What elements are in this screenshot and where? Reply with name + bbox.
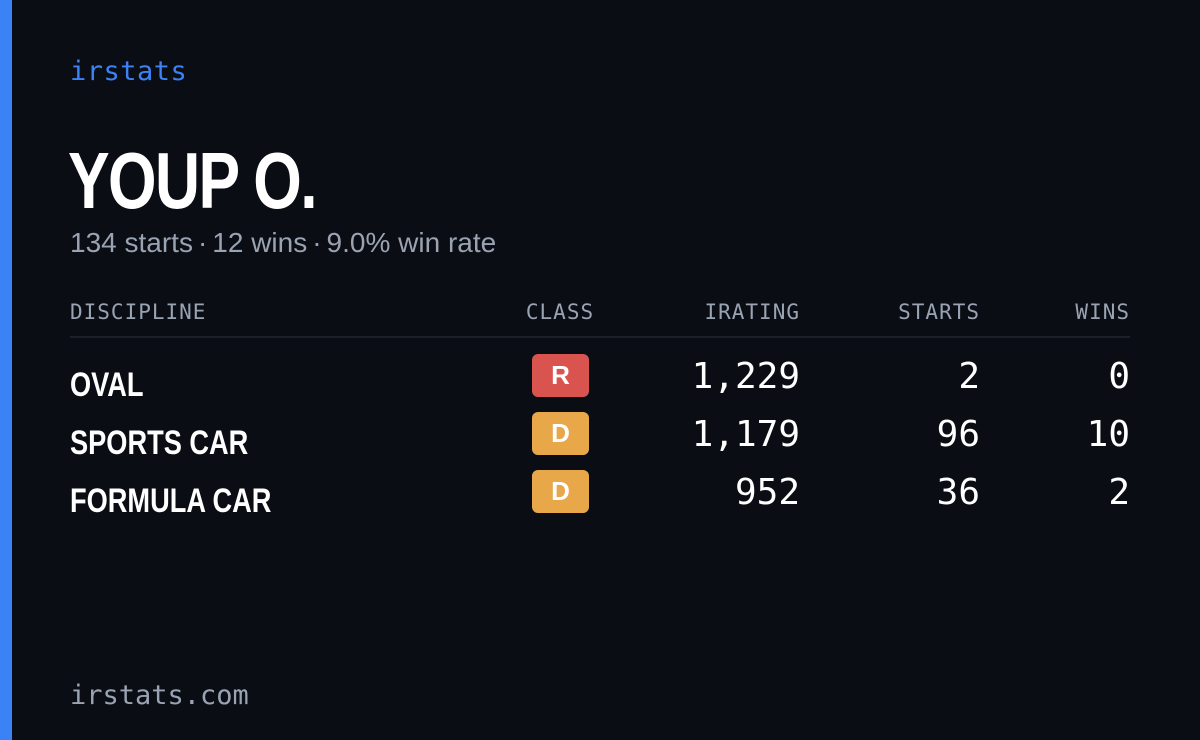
wins-value: 0 bbox=[1108, 356, 1130, 397]
header-class: CLASS bbox=[525, 300, 595, 324]
header-starts: STARTS bbox=[898, 300, 980, 324]
header-wins: WINS bbox=[1075, 300, 1130, 324]
irating-value: 1,179 bbox=[691, 414, 800, 455]
starts-value: 96 bbox=[936, 414, 980, 455]
table-row: SPORTS CAR D 1,179 96 10 bbox=[70, 412, 1130, 470]
brand-logo: irstats bbox=[70, 56, 188, 87]
wins-summary: 12 wins bbox=[212, 227, 308, 258]
irating-value: 952 bbox=[734, 472, 800, 513]
separator: · bbox=[312, 227, 322, 258]
driver-name: YOUP O. bbox=[68, 136, 318, 225]
driver-summary: 134 starts · 12 wins · 9.0% win rate bbox=[70, 227, 496, 259]
discipline-name: OVAL bbox=[70, 366, 144, 404]
starts-value: 36 bbox=[936, 472, 980, 513]
header-discipline: DISCIPLINE bbox=[70, 300, 207, 324]
class-badge: D bbox=[532, 412, 589, 455]
wins-value: 10 bbox=[1086, 414, 1130, 455]
footer-url: irstats.com bbox=[70, 680, 249, 711]
stats-table: DISCIPLINE CLASS IRATING STARTS WINS OVA… bbox=[70, 296, 1130, 528]
header-irating: IRATING bbox=[704, 300, 800, 324]
separator: · bbox=[197, 227, 208, 258]
wins-value: 2 bbox=[1108, 472, 1130, 513]
starts-value: 2 bbox=[958, 356, 980, 397]
accent-bar bbox=[0, 0, 12, 740]
discipline-name: SPORTS CAR bbox=[70, 424, 249, 462]
win-rate-summary: 9.0% win rate bbox=[326, 227, 497, 258]
discipline-name: FORMULA CAR bbox=[70, 482, 272, 520]
class-badge: R bbox=[532, 354, 589, 397]
table-body: OVAL R 1,229 2 0 SPORTS CAR D 1,179 96 1… bbox=[70, 338, 1130, 528]
table-header: DISCIPLINE CLASS IRATING STARTS WINS bbox=[70, 296, 1130, 338]
table-row: OVAL R 1,229 2 0 bbox=[70, 354, 1130, 412]
irating-value: 1,229 bbox=[691, 356, 800, 397]
table-row: FORMULA CAR D 952 36 2 bbox=[70, 470, 1130, 528]
starts-summary: 134 starts bbox=[70, 227, 193, 258]
class-badge: D bbox=[532, 470, 589, 513]
